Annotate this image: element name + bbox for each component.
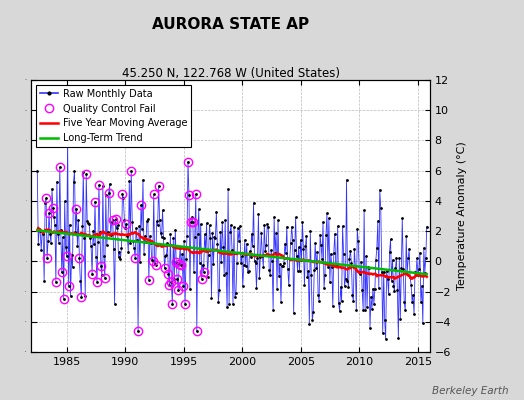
Text: Berkeley Earth: Berkeley Earth: [432, 386, 508, 396]
Title: 45.250 N, 122.768 W (United States): 45.250 N, 122.768 W (United States): [122, 67, 340, 80]
Legend: Raw Monthly Data, Quality Control Fail, Five Year Moving Average, Long-Term Tren: Raw Monthly Data, Quality Control Fail, …: [36, 85, 191, 147]
Y-axis label: Temperature Anomaly (°C): Temperature Anomaly (°C): [456, 142, 466, 290]
Text: AURORA STATE AP: AURORA STATE AP: [152, 17, 309, 32]
